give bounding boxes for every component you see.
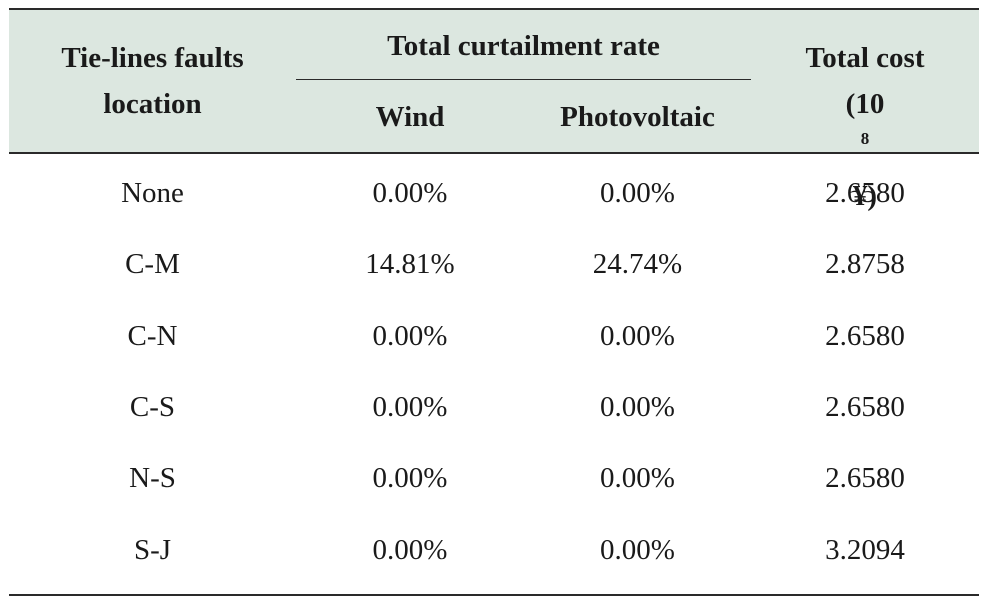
cell-wind: 0.00% [372, 177, 448, 210]
table-header: Tie-lines faults location Total curtailm… [9, 8, 979, 212]
cell-cost: 2.8758 [825, 248, 905, 281]
header-wind: Wind [375, 101, 445, 133]
cell-photovoltaic: 0.00% [600, 533, 675, 566]
cost-unit-exponent: 8 [860, 129, 870, 149]
cell-cost: 2.6580 [825, 462, 905, 495]
table-row: C-N 0.00% 0.00% 2.6580 [9, 301, 979, 372]
header-fault-location-line2: location [103, 88, 202, 120]
cell-cost: 2.6580 [825, 319, 905, 352]
cell-cost: 2.6580 [825, 177, 905, 210]
cell-location: C-M [125, 248, 180, 281]
cell-cost: 3.2094 [825, 533, 905, 566]
cell-location: S-J [133, 533, 172, 566]
cell-photovoltaic: 0.00% [600, 177, 675, 210]
table-row: S-J 0.00% 0.00% 3.2094 [9, 514, 979, 585]
cell-location: None [121, 177, 184, 210]
header-total-cost-line1: Total cost [805, 42, 925, 74]
cell-wind: 0.00% [372, 533, 448, 566]
table-body: None 0.00% 0.00% 2.6580 C-M 14.81% 24.74… [9, 154, 979, 596]
cell-photovoltaic: 0.00% [600, 319, 675, 352]
header-fault-location: Tie-lines faults location [9, 35, 296, 127]
cell-location: N-S [129, 462, 176, 495]
cell-location: C-N [127, 319, 178, 352]
header-fault-location-line1: Tie-lines faults [61, 42, 244, 74]
table-row: None 0.00% 0.00% 2.6580 [9, 158, 979, 229]
header-photovoltaic: Photovoltaic [560, 101, 715, 133]
cell-location: C-S [129, 391, 176, 424]
cell-wind: 0.00% [372, 319, 448, 352]
header-curtailment-group: Total curtailment rate [387, 30, 660, 62]
table-row: N-S 0.00% 0.00% 2.6580 [9, 443, 979, 514]
table-row: C-M 14.81% 24.74% 2.8758 [9, 229, 979, 300]
cell-photovoltaic: 24.74% [592, 248, 683, 281]
cell-wind: 14.81% [365, 248, 455, 281]
cost-unit-tail: ¥) [852, 180, 878, 212]
cell-wind: 0.00% [372, 462, 448, 495]
cell-photovoltaic: 0.00% [600, 462, 675, 495]
header-total-cost-unit: (10 8 ¥) [751, 81, 979, 219]
results-table: Tie-lines faults location Total curtailm… [9, 8, 979, 596]
header-group-rule [296, 79, 751, 80]
cell-wind: 0.00% [372, 391, 448, 424]
cell-cost: 2.6580 [825, 391, 905, 424]
cost-unit-base: (10 [845, 88, 885, 120]
header-total-cost: Total cost (10 8 ¥) [751, 35, 979, 219]
table-row: C-S 0.00% 0.00% 2.6580 [9, 372, 979, 443]
cell-photovoltaic: 0.00% [600, 391, 675, 424]
